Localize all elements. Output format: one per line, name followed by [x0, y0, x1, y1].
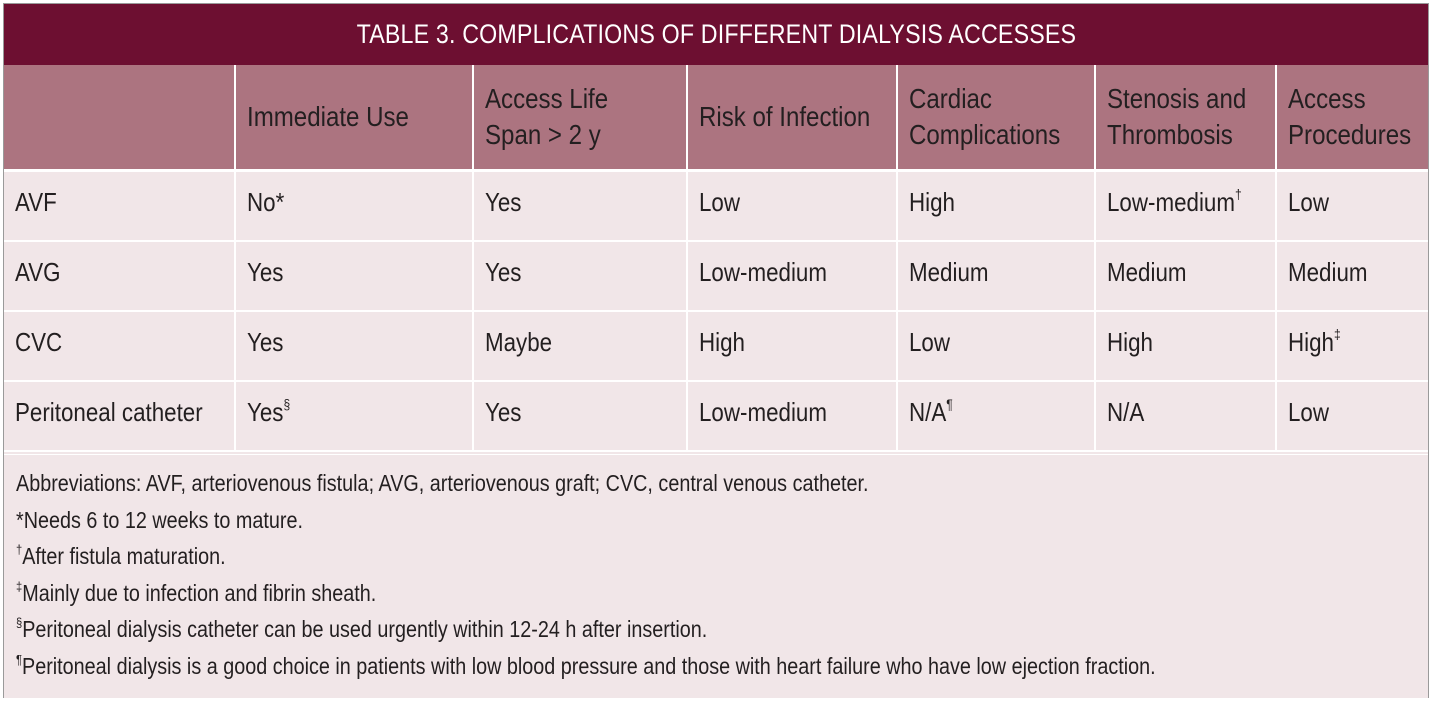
row-label-cell: AVF — [4, 170, 236, 242]
footnote-abbreviations: Abbreviations: AVF, arteriovenous fistul… — [16, 470, 869, 496]
footnote-double-dagger: ‡Mainly due to infection and fibrin shea… — [16, 578, 377, 606]
header-cell-access-procedures: Access Procedures — [1276, 65, 1428, 172]
table-cell: No* — [235, 170, 474, 242]
footnote-pilcrow: ¶Peritoneal dialysis is a good choice in… — [16, 651, 1156, 679]
table-cell: N/A — [1095, 381, 1277, 452]
table-figure: TABLE 3. COMPLICATIONS OF DIFFERENT DIAL… — [3, 3, 1429, 698]
row-label-cell: AVG — [4, 241, 236, 312]
table-cell: Yes§ — [235, 381, 474, 452]
footnote-dagger: †After fistula maturation. — [16, 542, 226, 569]
table-row: Peritoneal catheter Yes§ Yes Low-medium … — [4, 381, 1428, 452]
footnote-mark: ¶ — [946, 395, 953, 412]
table-cell: Yes — [473, 170, 688, 242]
table-title: TABLE 3. COMPLICATIONS OF DIFFERENT DIAL… — [356, 19, 1076, 49]
table-footnotes: Abbreviations: AVF, arteriovenous fistul… — [4, 454, 1428, 698]
header-cell-immediate-use: Immediate Use — [235, 65, 474, 172]
header-cell-stenosis-thrombosis: Stenosis and Thrombosis — [1095, 65, 1277, 172]
table-row: AVF No* Yes Low High Low-medium† Low — [4, 170, 1428, 242]
footnote-section: §Peritoneal dialysis catheter can be use… — [16, 615, 708, 642]
table-cell: Yes — [235, 241, 474, 312]
footnote-mark: § — [283, 395, 291, 412]
table-cell: Medium — [1276, 241, 1428, 312]
header-cell-row-label — [4, 65, 236, 172]
footnote-mark: † — [1234, 185, 1242, 202]
table-cell: Low — [1276, 170, 1428, 242]
table-cell: Low — [897, 311, 1096, 382]
table-cell: N/A¶ — [897, 381, 1096, 452]
table-cell: Yes — [473, 381, 688, 452]
table-cell: Medium — [1095, 241, 1277, 312]
table-title-bar: TABLE 3. COMPLICATIONS OF DIFFERENT DIAL… — [4, 4, 1428, 65]
table-cell: Low-medium — [687, 381, 898, 452]
header-cell-cardiac-complications: Cardiac Complications — [897, 65, 1096, 172]
table-cell: Low-medium† — [1095, 170, 1277, 242]
table-cell: Low — [687, 170, 898, 242]
table-cell: Low — [1276, 381, 1428, 452]
table-cell: Yes — [235, 311, 474, 382]
table-cell: Low-medium — [687, 241, 898, 312]
row-label-cell: CVC — [4, 311, 236, 382]
header-cell-access-life-span: Access Life Span > 2 y — [473, 65, 688, 172]
table-cell: High — [1095, 311, 1277, 382]
table-cell: High — [687, 311, 898, 382]
header-cell-risk-of-infection: Risk of Infection — [687, 65, 898, 172]
table-row: CVC Yes Maybe High Low High High‡ — [4, 311, 1428, 382]
header-row: Immediate Use Access Life Span > 2 y Risk… — [4, 65, 1428, 172]
row-label-cell: Peritoneal catheter — [4, 381, 236, 452]
table-cell: High — [897, 170, 1096, 242]
table-cell: Yes — [473, 241, 688, 312]
table-cell: Medium — [897, 241, 1096, 312]
table-row: AVG Yes Yes Low-medium Medium Medium Med… — [4, 241, 1428, 312]
table-cell: Maybe — [473, 311, 688, 382]
complications-table: Immediate Use Access Life Span > 2 y Risk… — [4, 65, 1428, 452]
footnote-mark: ‡ — [1333, 325, 1341, 342]
table-cell: High‡ — [1276, 311, 1428, 382]
footnote-asterisk: *Needs 6 to 12 weeks to mature. — [16, 506, 303, 533]
